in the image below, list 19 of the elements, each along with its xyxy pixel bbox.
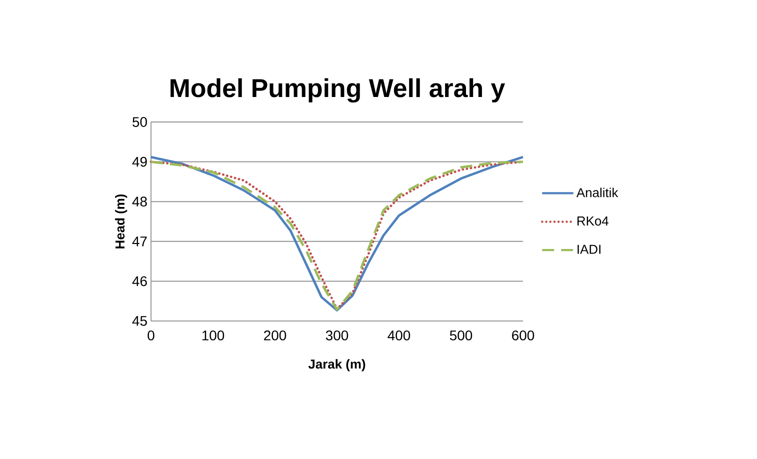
x-tick-label: 500: [450, 330, 472, 340]
x-tick-label: 100: [202, 330, 224, 340]
y-tick-label: 49: [132, 156, 147, 167]
x-tick-label: 400: [388, 330, 410, 340]
legend-label: IADI: [578, 244, 600, 254]
y-tick-label: 48: [132, 196, 147, 207]
legend-label: Analitik: [576, 188, 618, 198]
x-axis-title: Jarak (m): [308, 359, 366, 372]
x-tick-label: 300: [326, 330, 348, 340]
x-tick-label: 600: [512, 330, 534, 340]
y-axis-title: Head (m): [115, 194, 128, 248]
legend-label: RKo4: [577, 216, 608, 226]
y-tick-label: 50: [132, 117, 147, 127]
y-tick-label: 46: [132, 276, 147, 286]
y-tick-label: 45: [132, 316, 147, 326]
x-tick-label: 0: [148, 330, 154, 340]
y-tick-label: 47: [132, 236, 147, 246]
x-tick-label: 200: [264, 330, 286, 340]
chart-title: Model Pumping Well arah y: [170, 78, 506, 103]
